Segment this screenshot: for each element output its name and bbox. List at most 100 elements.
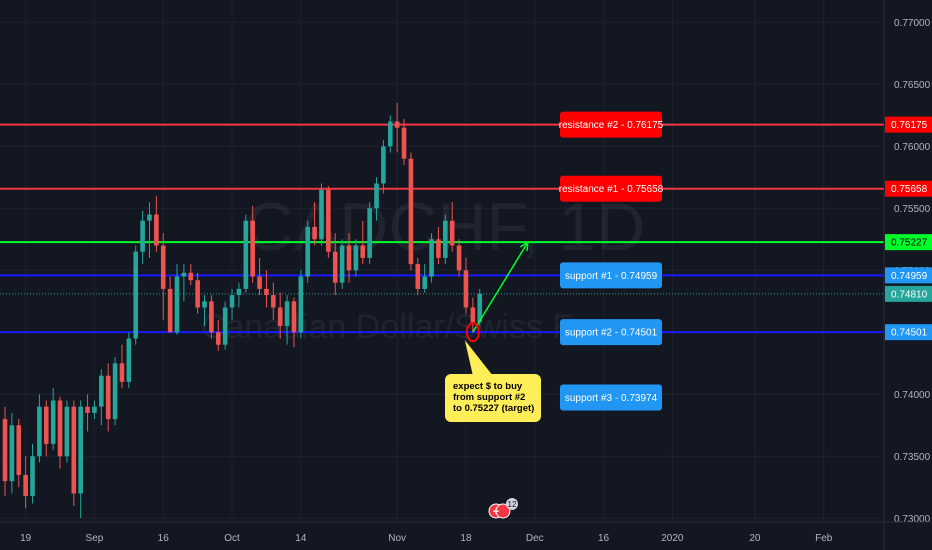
candle-body bbox=[202, 301, 207, 308]
candle-body bbox=[243, 220, 249, 289]
level-labels: resistance #2 - 0.76175 resistance #1 - 0… bbox=[559, 111, 664, 411]
candle-body bbox=[147, 214, 152, 221]
candle-body bbox=[140, 220, 145, 252]
candle-body bbox=[99, 375, 104, 407]
price-tag-label: 0.74959 bbox=[891, 271, 928, 282]
candle-body bbox=[154, 214, 159, 246]
candle-body bbox=[250, 220, 255, 277]
level-label-box bbox=[560, 111, 662, 138]
price-tag bbox=[885, 234, 932, 251]
event-dot bbox=[495, 503, 511, 519]
candle-body bbox=[71, 406, 77, 494]
candle-body bbox=[37, 406, 42, 457]
price-tick-label: 0.73500 bbox=[894, 452, 931, 463]
candle-body bbox=[449, 220, 455, 246]
time-tick-label: Sep bbox=[86, 533, 104, 544]
candle-body bbox=[23, 474, 28, 496]
candle-body bbox=[264, 288, 269, 296]
candles bbox=[2, 102, 483, 519]
candle-body bbox=[174, 276, 180, 333]
candle-body bbox=[477, 293, 483, 323]
price-tick-label: 0.76500 bbox=[894, 80, 931, 91]
price-tag-label: 0.75658 bbox=[891, 184, 928, 195]
candle-body bbox=[64, 406, 70, 457]
candle-body bbox=[298, 276, 304, 333]
price-tag-label: 0.74810 bbox=[891, 289, 928, 300]
candle-body bbox=[236, 288, 242, 296]
candle-body bbox=[463, 270, 469, 308]
price-tick-label: 0.74000 bbox=[894, 390, 931, 401]
price-tag-label: 0.76175 bbox=[891, 120, 928, 131]
candle-body bbox=[291, 301, 297, 333]
price-tag bbox=[885, 267, 932, 284]
candle-body bbox=[271, 295, 276, 308]
candle-body bbox=[415, 264, 421, 289]
plus-icon: + bbox=[493, 506, 499, 518]
candle-body bbox=[429, 239, 434, 277]
time-tick-label: 19 bbox=[20, 533, 32, 544]
candle-body bbox=[346, 245, 352, 271]
candle-body bbox=[436, 239, 441, 258]
candle-body bbox=[16, 425, 22, 475]
note-line: expect $ to buy bbox=[453, 381, 523, 392]
price-tick-label: 0.76000 bbox=[894, 142, 931, 153]
candle-body bbox=[30, 456, 35, 496]
level-label-box bbox=[560, 262, 662, 289]
note-pointer bbox=[464, 340, 493, 376]
price-tag-label: 0.75227 bbox=[891, 238, 928, 249]
price-tag bbox=[885, 116, 932, 133]
candle-body bbox=[78, 406, 83, 494]
candle-body bbox=[408, 158, 414, 265]
candle-body bbox=[312, 226, 317, 240]
candle-body bbox=[257, 276, 262, 289]
candle-body bbox=[360, 245, 366, 258]
entry-marker-circle bbox=[465, 322, 480, 343]
candle-body bbox=[57, 400, 63, 457]
target-arrow-head bbox=[519, 240, 529, 252]
time-axis[interactable]: 19 Sep 16 Oct 14 Nov 18 Dec 16 2020 20 Feb bbox=[0, 521, 932, 544]
price-tags: 0.76175 0.75658 0.75227 0.74959 0.74501 0.748… bbox=[885, 116, 932, 341]
price-tick-label: 0.77000 bbox=[894, 18, 931, 29]
event-count-label: 12 bbox=[508, 500, 517, 509]
price-tag bbox=[885, 285, 932, 302]
time-tick-label: 16 bbox=[158, 533, 170, 544]
time-tick-label: 2020 bbox=[661, 533, 684, 544]
candle-body bbox=[188, 272, 194, 281]
time-tick-label: Dec bbox=[526, 533, 544, 544]
candle-body bbox=[126, 338, 132, 382]
candle-body bbox=[387, 121, 393, 147]
event-count-badge bbox=[506, 498, 518, 510]
candle-body bbox=[112, 363, 118, 420]
level-label-text: support #3 - 0.73974 bbox=[565, 393, 658, 404]
time-tick-label: Feb bbox=[815, 533, 833, 544]
price-tag-label: 0.74501 bbox=[891, 328, 928, 339]
note-line: to 0.75227 (target) bbox=[453, 403, 534, 414]
time-tick-label: 14 bbox=[295, 533, 307, 544]
time-tick-label: Nov bbox=[388, 533, 406, 544]
candle-body bbox=[105, 375, 111, 420]
candle-body bbox=[9, 425, 15, 482]
candle-body bbox=[277, 307, 283, 327]
candle-body bbox=[305, 226, 311, 277]
chart-grid bbox=[0, 0, 884, 522]
price-tag bbox=[885, 180, 932, 197]
candle-body bbox=[215, 332, 221, 345]
time-tick-label: Oct bbox=[224, 533, 240, 544]
candle-body bbox=[381, 146, 386, 184]
candle-body bbox=[367, 208, 372, 258]
candle-body bbox=[422, 276, 427, 289]
candle-body bbox=[181, 272, 187, 277]
candle-body bbox=[119, 363, 125, 382]
candle-body bbox=[284, 301, 290, 327]
price-tick-label: 0.75500 bbox=[894, 204, 931, 215]
candle-body bbox=[443, 220, 448, 258]
candle-body bbox=[2, 419, 8, 482]
candle-body bbox=[353, 245, 359, 271]
level-label-text: resistance #2 - 0.76175 bbox=[559, 120, 664, 131]
note-callout bbox=[445, 374, 541, 422]
candle-body bbox=[50, 400, 56, 444]
candle-body bbox=[339, 245, 345, 283]
time-tick-label: 18 bbox=[460, 533, 472, 544]
level-label-box bbox=[560, 175, 662, 202]
